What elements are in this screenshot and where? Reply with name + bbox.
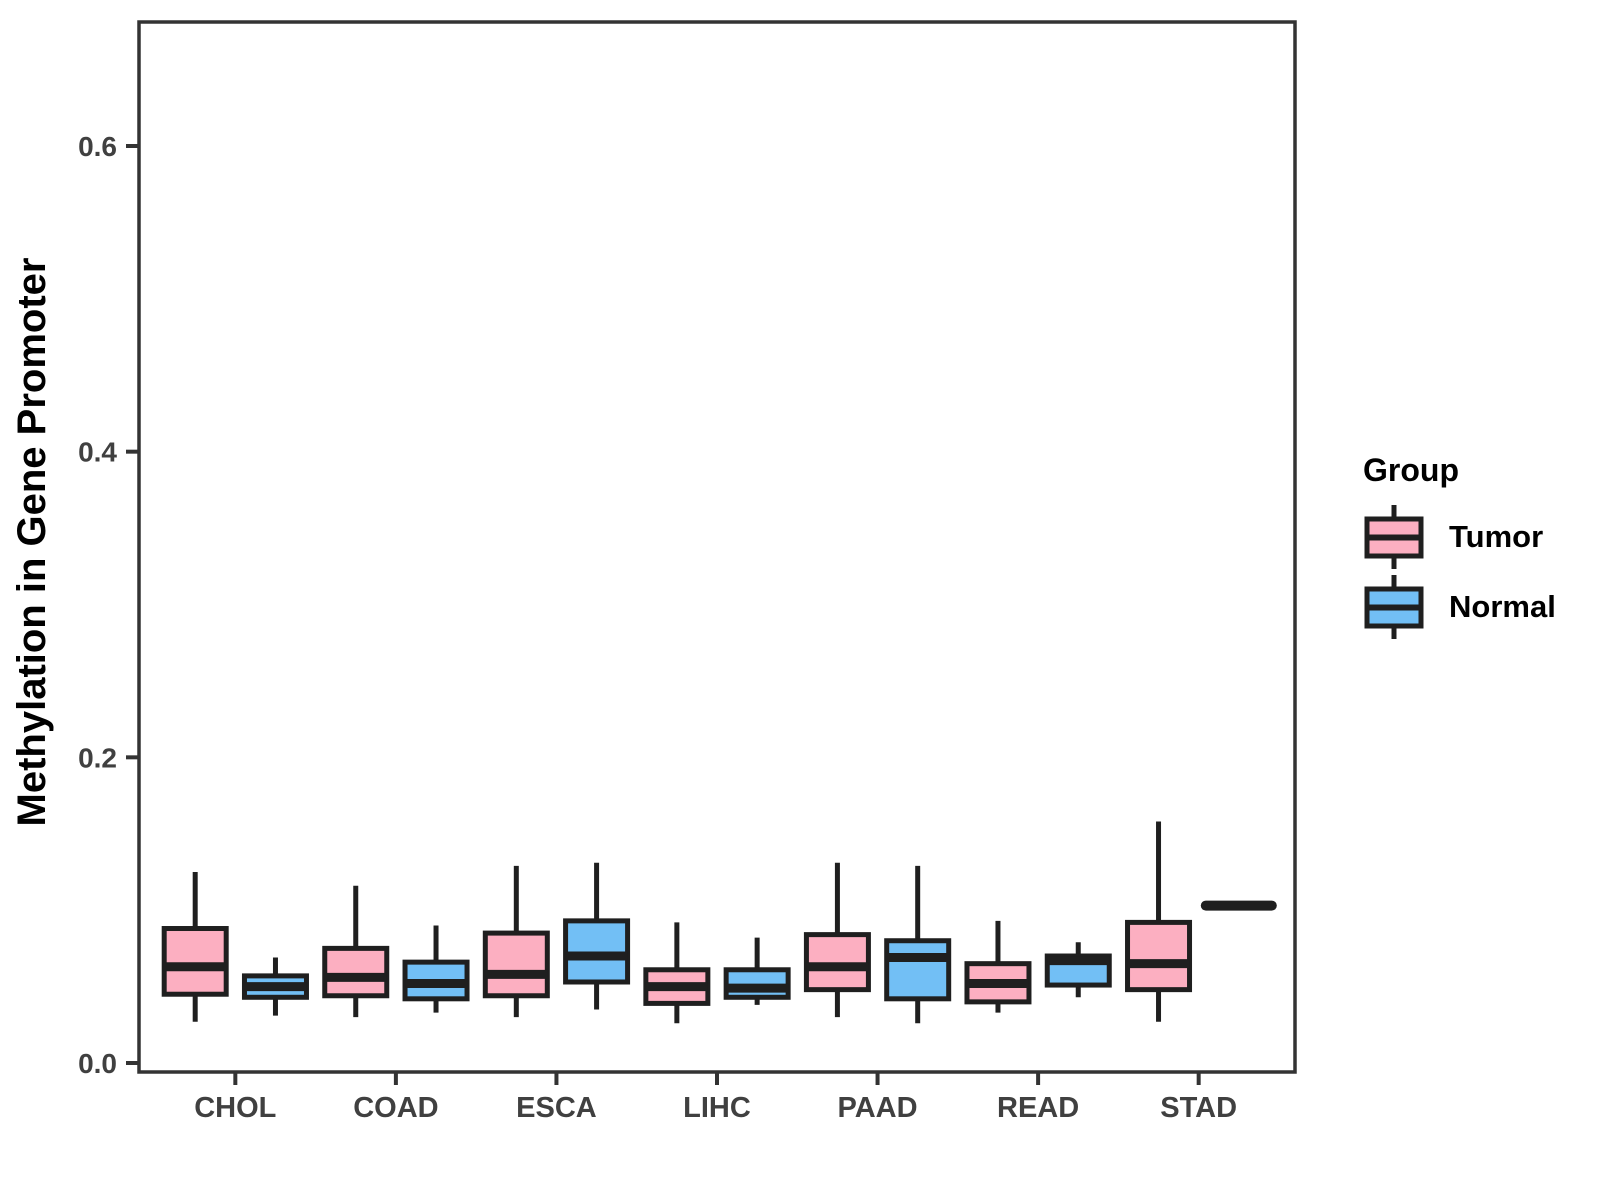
y-tick-label-0.6: 0.6 <box>78 131 117 162</box>
y-axis-title: Methylation in Gene Promoter <box>10 258 54 827</box>
legend: Group Tumor Normal <box>1363 452 1593 642</box>
y-tick-label-0.4: 0.4 <box>78 437 117 468</box>
x-tick-label-read: READ <box>997 1092 1079 1124</box>
normal-boxplot-key-icon <box>1364 575 1424 639</box>
legend-entry-normal: Normal <box>1363 572 1593 642</box>
legend-entry-tumor: Tumor <box>1363 502 1593 572</box>
box-chol-tumor <box>161 926 229 997</box>
legend-label-tumor: Tumor <box>1449 519 1544 554</box>
box-esca-tumor <box>482 930 550 999</box>
y-tick-label-0.0: 0.0 <box>78 1048 117 1079</box>
x-tick-label-lihc: LIHC <box>683 1092 751 1124</box>
x-tick-label-paad: PAAD <box>838 1092 918 1124</box>
tumor-boxplot-key-icon <box>1364 505 1424 569</box>
legend-label-normal: Normal <box>1449 589 1556 624</box>
box-esca-normal <box>563 918 631 985</box>
y-tick-label-0.2: 0.2 <box>78 742 117 773</box>
box-stad-tumor <box>1125 919 1193 993</box>
x-tick-label-esca: ESCA <box>516 1092 597 1124</box>
legend-title: Group <box>1363 452 1459 488</box>
box-coad-tumor <box>322 945 390 999</box>
x-tick-label-stad: STAD <box>1160 1092 1237 1124</box>
panel-border <box>137 20 1297 1074</box>
plot-area: 0.0 0.2 0.4 0.6 CHOL COAD ESCA LIHC PAAD READ STAD <box>78 20 1297 1124</box>
box-paad-normal <box>884 938 952 1002</box>
x-tick-label-chol: CHOL <box>194 1092 276 1124</box>
x-tick-label-coad: COAD <box>353 1092 438 1124</box>
box-paad-tumor <box>803 932 871 993</box>
box-lihc-normal <box>723 967 791 1000</box>
